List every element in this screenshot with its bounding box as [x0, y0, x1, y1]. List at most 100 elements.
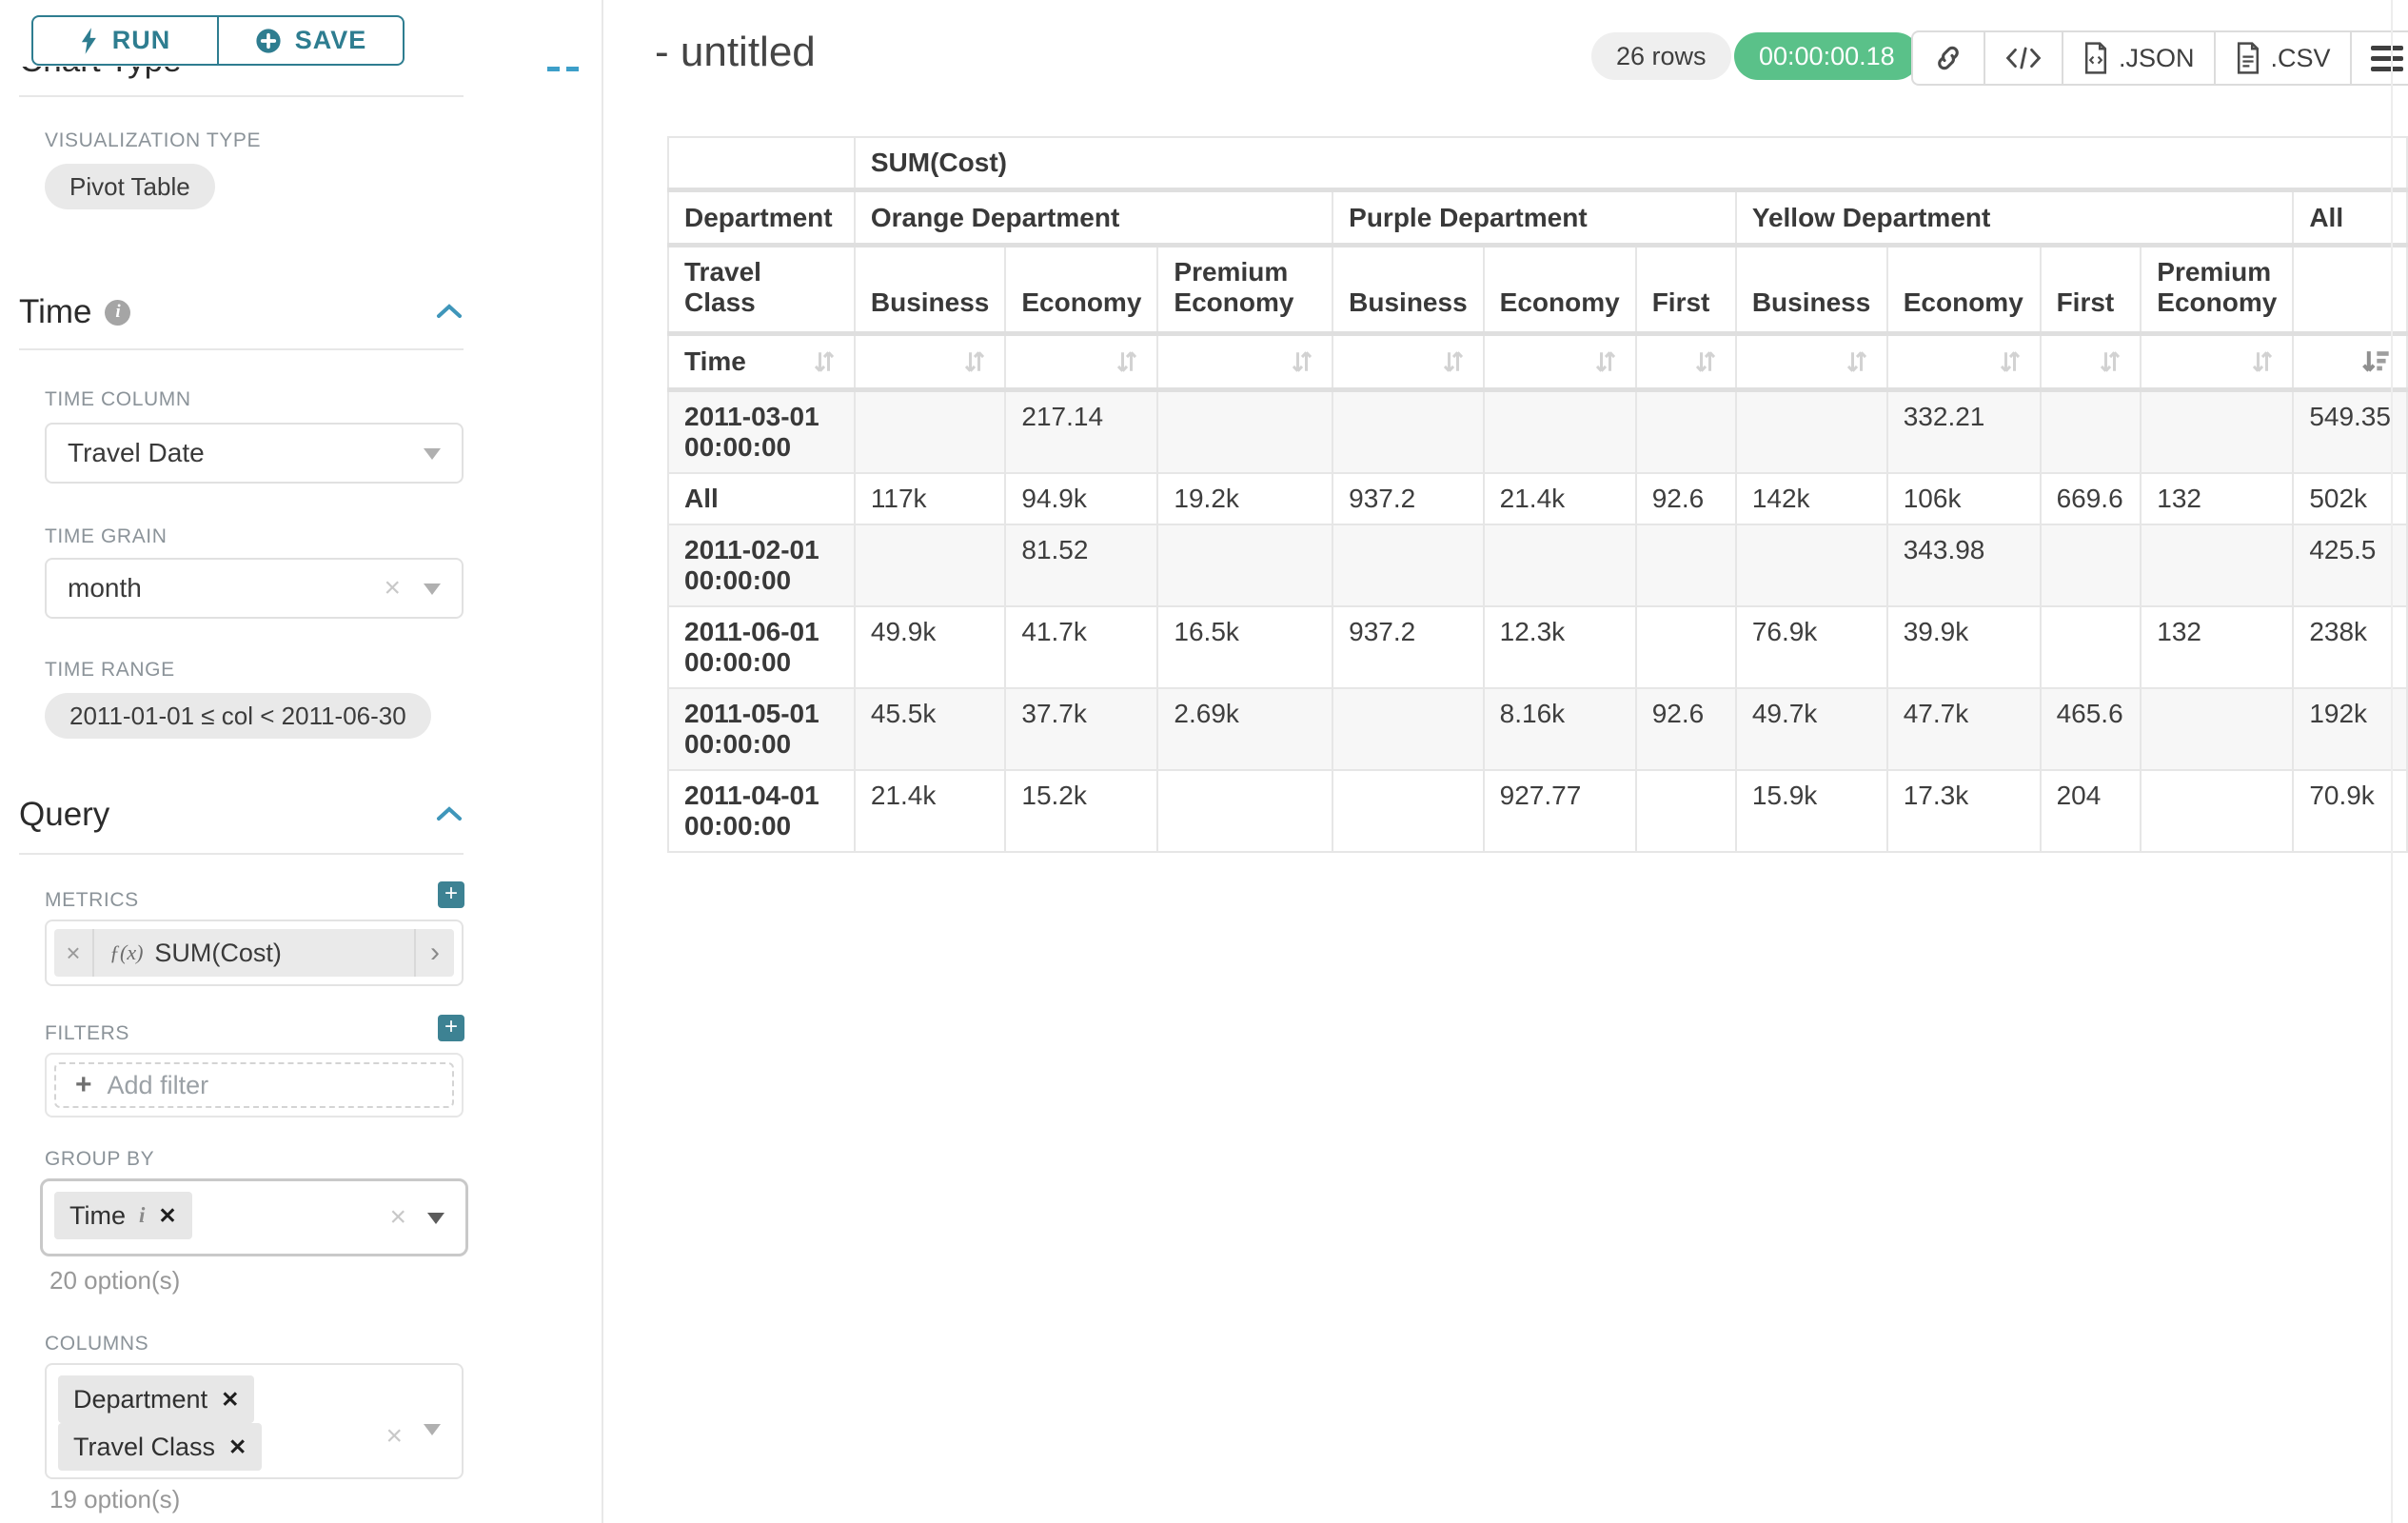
query-buttons-bar: RUN SAVE — [0, 0, 602, 67]
sort-header-cell[interactable] — [1005, 334, 1157, 390]
clipped-icon-dots — [566, 67, 579, 71]
chevron-down-icon[interactable] — [424, 448, 441, 460]
sort-icon — [1439, 346, 1468, 377]
metric-header-cell: SUM(Cost) — [855, 137, 2407, 190]
time-range-value[interactable]: 2011-01-01 ≤ col < 2011-06-30 — [45, 693, 431, 739]
menu-button[interactable] — [2352, 32, 2408, 84]
function-icon: ƒ(x) — [109, 940, 143, 965]
pivot-value-cell: 132 — [2141, 606, 2293, 688]
sort-header-cell[interactable] — [1887, 334, 2041, 390]
run-button[interactable]: RUN — [33, 17, 219, 64]
pivot-value-cell — [2141, 688, 2293, 770]
chip-label: Travel Class — [73, 1433, 215, 1462]
chevron-right-icon[interactable]: › — [414, 929, 454, 977]
chip-remove-icon[interactable]: ✕ — [221, 1387, 239, 1413]
scroll-edge-divider — [2391, 0, 2393, 1523]
pivot-value-cell — [1157, 524, 1332, 606]
remove-metric-icon[interactable]: × — [54, 929, 94, 977]
travel-class-header: Economy — [1484, 246, 1636, 334]
travel-class-header: First — [2041, 246, 2142, 334]
pivot-value-cell: 8.16k — [1484, 688, 1636, 770]
pivot-value-cell: 15.9k — [1736, 770, 1887, 852]
section-divider — [19, 95, 464, 97]
time-grain-label: TIME GRAIN — [45, 525, 168, 548]
time-grain-select[interactable]: month × — [45, 558, 464, 619]
sort-header-cell[interactable] — [1484, 334, 1636, 390]
selected-option-chip[interactable]: Department ✕ — [58, 1375, 254, 1423]
pivot-value-cell: 343.98 — [1887, 524, 2041, 606]
pivot-value-cell — [855, 390, 1006, 474]
chevron-down-icon[interactable] — [424, 583, 441, 595]
chip-remove-icon[interactable]: ✕ — [228, 1434, 247, 1460]
time-column-select[interactable]: Travel Date — [45, 423, 464, 484]
chip-remove-icon[interactable]: ✕ — [158, 1203, 176, 1229]
share-link-button[interactable] — [1913, 32, 1985, 84]
chart-toolbar: .JSON .CSV — [1911, 30, 2408, 86]
sort-header-cell[interactable] — [2041, 334, 2142, 390]
sort-header-cell[interactable] — [855, 334, 1006, 390]
selected-option-chip[interactable]: Timei✕ — [54, 1192, 192, 1239]
pivot-row-header: 2011-02-01 00:00:00 — [668, 524, 855, 606]
save-button[interactable]: SAVE — [219, 17, 403, 64]
view-query-button[interactable] — [1985, 32, 2063, 84]
selected-option-chip[interactable]: Travel Class ✕ — [58, 1423, 262, 1471]
export-csv-button[interactable]: .CSV — [2216, 32, 2352, 84]
time-column-label: TIME COLUMN — [45, 388, 191, 411]
clear-icon[interactable]: × — [385, 1420, 403, 1453]
sort-header-cell[interactable] — [1736, 334, 1887, 390]
sort-header-cell[interactable] — [1636, 334, 1736, 390]
sort-icon — [2248, 346, 2277, 377]
group-by-select[interactable]: Timei✕ × — [40, 1178, 468, 1256]
time-sort-header[interactable]: Time — [668, 334, 855, 390]
pivot-value-cell: 2.69k — [1157, 688, 1332, 770]
add-filter-plus-button[interactable]: + — [438, 1015, 464, 1041]
pivot-value-cell — [855, 524, 1006, 606]
columns-options-hint: 19 option(s) — [49, 1485, 180, 1514]
info-icon[interactable]: i — [105, 300, 130, 326]
sort-header-cell[interactable] — [2141, 334, 2293, 390]
metric-chip[interactable]: × ƒ(x) SUM(Cost) › — [54, 929, 454, 977]
add-filter-button[interactable]: + Add filter — [54, 1062, 454, 1108]
sort-header-cell[interactable] — [1157, 334, 1332, 390]
department-group-header: Orange Department — [855, 190, 1332, 246]
hamburger-icon — [2371, 46, 2403, 71]
pivot-value-cell — [1157, 770, 1332, 852]
columns-select[interactable]: Department✕Travel Class✕ × — [45, 1363, 464, 1479]
travel-class-header: Business — [855, 246, 1006, 334]
pivot-value-cell: 16.5k — [1157, 606, 1332, 688]
pivot-row-header: 2011-05-01 00:00:00 — [668, 688, 855, 770]
clear-icon[interactable]: × — [389, 1201, 406, 1234]
clear-icon[interactable]: × — [384, 572, 401, 604]
pivot-value-cell: 92.6 — [1636, 473, 1736, 524]
pivot-value-cell: 49.7k — [1736, 688, 1887, 770]
pivot-value-cell: 927.77 — [1484, 770, 1636, 852]
pivot-value-cell: 94.9k — [1005, 473, 1157, 524]
pivot-value-cell — [1736, 390, 1887, 474]
link-icon — [1932, 42, 1964, 74]
chart-title[interactable]: - untitled — [655, 29, 816, 76]
pivot-value-cell: 47.7k — [1887, 688, 2041, 770]
pivot-value-cell: 21.4k — [855, 770, 1006, 852]
chevron-up-icon[interactable] — [436, 805, 463, 822]
filters-control: + Add filter — [45, 1053, 464, 1118]
query-section-heading: Query — [19, 796, 109, 834]
sort-icon — [1691, 346, 1720, 377]
travel-class-header: Business — [1332, 246, 1484, 334]
visualization-type-value[interactable]: Pivot Table — [45, 164, 215, 209]
chevron-down-icon[interactable] — [427, 1213, 444, 1224]
pivot-value-cell: 117k — [855, 473, 1006, 524]
pivot-value-cell — [2141, 524, 2293, 606]
add-metric-button[interactable]: + — [438, 881, 464, 908]
chip-label: Department — [73, 1385, 207, 1414]
chevron-up-icon[interactable] — [436, 303, 463, 320]
export-json-button[interactable]: .JSON — [2063, 32, 2216, 84]
pivot-row-header: 2011-04-01 00:00:00 — [668, 770, 855, 852]
chevron-down-icon[interactable] — [424, 1424, 441, 1435]
chart-panel: - untitled 26 rows 00:00:00.18 .JSON — [605, 0, 2408, 1523]
sort-icon — [2096, 346, 2124, 377]
pivot-value-cell: 19.2k — [1157, 473, 1332, 524]
pivot-value-cell: 76.9k — [1736, 606, 1887, 688]
clipped-icon-dots — [547, 67, 560, 71]
sort-header-cell[interactable] — [1332, 334, 1484, 390]
department-group-header: Purple Department — [1332, 190, 1736, 246]
